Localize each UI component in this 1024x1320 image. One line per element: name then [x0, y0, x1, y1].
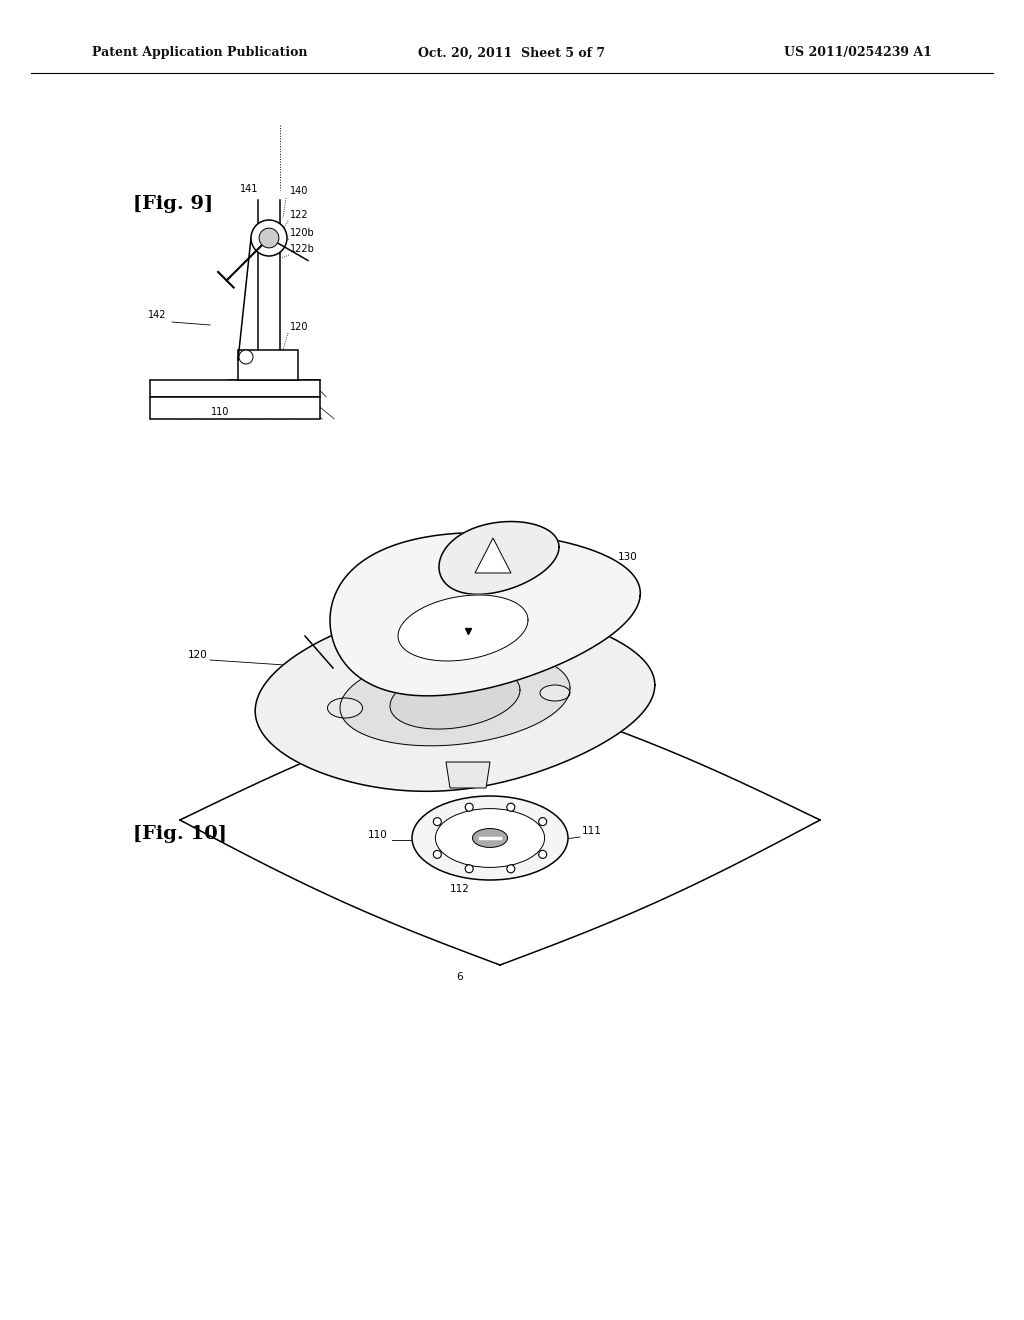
Text: 122: 122 [602, 698, 622, 708]
Ellipse shape [328, 698, 362, 718]
Text: 120b: 120b [290, 228, 314, 238]
Text: 144: 144 [424, 762, 443, 772]
Text: 112: 112 [451, 884, 470, 894]
Text: 141: 141 [240, 183, 258, 194]
Ellipse shape [435, 809, 545, 867]
Circle shape [239, 350, 253, 364]
Polygon shape [390, 667, 520, 729]
Text: [Fig. 9]: [Fig. 9] [133, 195, 213, 214]
Text: 104: 104 [548, 680, 567, 690]
Ellipse shape [412, 796, 568, 880]
Circle shape [507, 865, 515, 873]
Circle shape [465, 865, 473, 873]
Circle shape [507, 803, 515, 812]
Text: 123: 123 [449, 708, 468, 718]
Text: 183b: 183b [542, 543, 568, 552]
Text: 122: 122 [290, 210, 308, 220]
Ellipse shape [540, 685, 570, 701]
Circle shape [259, 228, 279, 248]
Polygon shape [398, 595, 528, 661]
Circle shape [251, 220, 287, 256]
Polygon shape [255, 606, 654, 791]
Text: 110: 110 [368, 830, 388, 840]
Text: 120: 120 [188, 649, 208, 660]
Circle shape [433, 817, 441, 825]
Text: Patent Application Publication: Patent Application Publication [92, 46, 307, 59]
Ellipse shape [472, 829, 508, 847]
Polygon shape [180, 690, 820, 965]
Circle shape [465, 803, 473, 812]
Polygon shape [439, 521, 559, 594]
Text: 110: 110 [211, 407, 229, 417]
Text: 122b: 122b [290, 244, 314, 253]
Polygon shape [180, 690, 820, 965]
Text: Oct. 20, 2011  Sheet 5 of 7: Oct. 20, 2011 Sheet 5 of 7 [419, 46, 605, 59]
Text: 140: 140 [290, 186, 308, 195]
Text: 142: 142 [148, 310, 167, 319]
Circle shape [433, 850, 441, 858]
Text: 111: 111 [582, 826, 602, 836]
Text: [Fig. 10]: [Fig. 10] [133, 825, 227, 843]
Bar [150, 380, 319, 397]
Text: 120: 120 [290, 322, 308, 333]
Polygon shape [330, 532, 640, 696]
Polygon shape [446, 762, 490, 788]
Polygon shape [340, 651, 570, 746]
Circle shape [539, 817, 547, 825]
Text: 130: 130 [618, 552, 638, 562]
Text: 131: 131 [570, 601, 590, 610]
Bar [238, 350, 298, 380]
Text: US 2011/0254239 A1: US 2011/0254239 A1 [784, 46, 932, 59]
Text: 145: 145 [466, 762, 485, 772]
Text: 125: 125 [308, 682, 328, 692]
Text: 6: 6 [457, 972, 463, 982]
Bar [150, 397, 319, 418]
Polygon shape [475, 539, 511, 573]
Circle shape [539, 850, 547, 858]
